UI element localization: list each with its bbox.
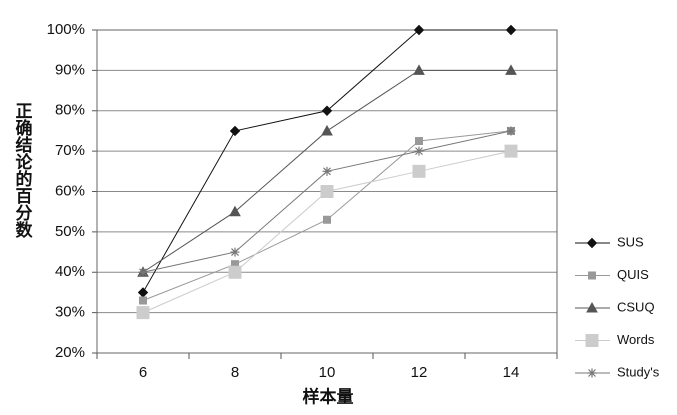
marker <box>504 144 518 158</box>
marker <box>587 368 597 378</box>
y-tick-label: 20% <box>55 344 85 361</box>
marker <box>586 237 598 249</box>
marker <box>138 267 148 277</box>
marker <box>137 287 149 298</box>
marker <box>139 296 147 305</box>
marker <box>320 185 334 198</box>
legend-label: QUIS <box>617 267 649 282</box>
marker <box>588 271 596 280</box>
legend-label: Study's <box>617 364 660 379</box>
x-tick-label: 8 <box>231 364 239 381</box>
x-tick-label: 14 <box>503 364 520 381</box>
marker <box>229 125 241 137</box>
x-tick-label: 6 <box>139 364 147 381</box>
marker <box>413 64 425 75</box>
series-line <box>142 130 512 301</box>
marker <box>505 64 517 75</box>
marker <box>506 126 516 136</box>
marker <box>322 166 332 176</box>
y-tick-label: 30% <box>55 304 85 321</box>
marker <box>136 306 150 320</box>
legend-label: Words <box>617 332 655 347</box>
marker <box>586 301 598 313</box>
legend-label: CSUQ <box>617 299 655 314</box>
series-line <box>142 29 511 293</box>
y-tick-label: 80% <box>55 102 85 119</box>
y-axis-title: 正确结论的百分数 <box>13 102 33 239</box>
y-tick-label: 90% <box>55 61 85 78</box>
marker <box>323 215 331 224</box>
marker <box>321 124 333 136</box>
marker <box>505 24 517 36</box>
marker <box>585 334 599 347</box>
marker <box>414 146 424 156</box>
marker <box>412 164 426 178</box>
y-tick-label: 70% <box>55 142 85 159</box>
marker <box>230 247 240 257</box>
x-tick-label: 12 <box>411 364 428 381</box>
marker <box>228 265 242 279</box>
legend-label: SUS <box>617 234 644 249</box>
y-tick-label: 60% <box>55 182 85 199</box>
marker <box>415 137 423 146</box>
y-tick-label: 100% <box>47 21 85 38</box>
y-tick-label: 50% <box>55 223 85 240</box>
y-tick-label: 40% <box>55 263 85 280</box>
series-line <box>142 130 512 273</box>
marker <box>229 205 241 217</box>
marker <box>321 105 333 116</box>
x-axis-title: 样本量 <box>303 386 354 406</box>
marker <box>413 24 425 36</box>
plot-frame <box>96 29 558 354</box>
x-tick-label: 10 <box>319 364 336 381</box>
